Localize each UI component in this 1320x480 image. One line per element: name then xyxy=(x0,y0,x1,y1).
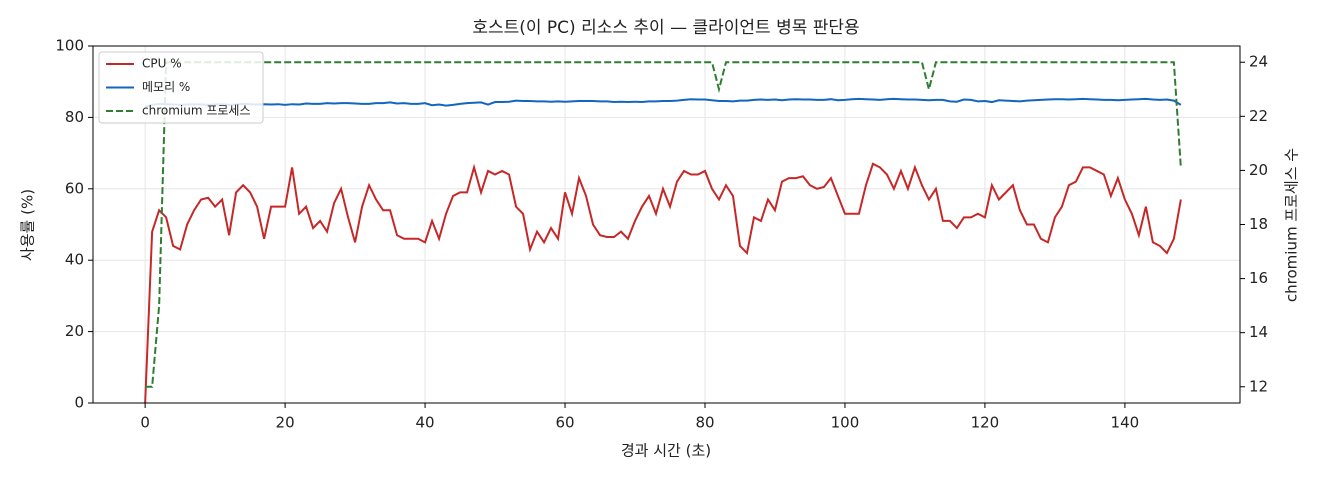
series-line xyxy=(145,61,1182,388)
x-axis-label: 경과 시간 (초) xyxy=(621,442,711,460)
chart-title: 호스트(이 PC) 리소스 추이 — 클라이언트 병목 판단용 xyxy=(472,18,859,38)
legend-box xyxy=(98,51,264,124)
y-axis-label: 사용률 (%) xyxy=(19,189,37,261)
y-tick-label: 100 xyxy=(55,37,84,55)
x-tick-label: 60 xyxy=(555,414,574,432)
y2-tick-label: 24 xyxy=(1249,53,1268,71)
series-line xyxy=(144,162,1182,404)
legend-label: CPU % xyxy=(142,57,182,71)
y-tick-label: 60 xyxy=(65,179,84,197)
x-tick-label: 80 xyxy=(695,414,714,432)
y2-tick-label: 16 xyxy=(1249,269,1268,287)
y2-tick-label: 22 xyxy=(1249,107,1268,125)
legend-label: chromium 프로세스 xyxy=(142,104,251,118)
x-tick-label: 20 xyxy=(276,414,295,432)
y-tick-label: 40 xyxy=(65,251,84,269)
y-tick-label: 20 xyxy=(65,322,84,340)
y2-tick-label: 18 xyxy=(1249,215,1268,233)
legend: CPU % 메모리 % chromium 프로세스 xyxy=(98,51,264,124)
x-tick-label: 0 xyxy=(140,414,150,432)
y2-tick-label: 20 xyxy=(1249,161,1268,179)
series-line xyxy=(144,97,1182,108)
y-tick-label: 0 xyxy=(74,394,84,412)
x-tick-label: 40 xyxy=(416,414,435,432)
y-tick-label: 80 xyxy=(65,108,84,126)
plot-frame xyxy=(92,45,1241,404)
y2-tick-label: 12 xyxy=(1249,377,1268,395)
legend-label: 메모리 % xyxy=(142,80,190,94)
y2-tick-label: 14 xyxy=(1249,323,1268,341)
x-tick-label: 140 xyxy=(1111,414,1140,432)
x-tick-label: 120 xyxy=(971,414,1000,432)
x-tick-label: 100 xyxy=(831,414,860,432)
y2-axis-label: chromium 프로세스 수 xyxy=(1283,148,1301,302)
